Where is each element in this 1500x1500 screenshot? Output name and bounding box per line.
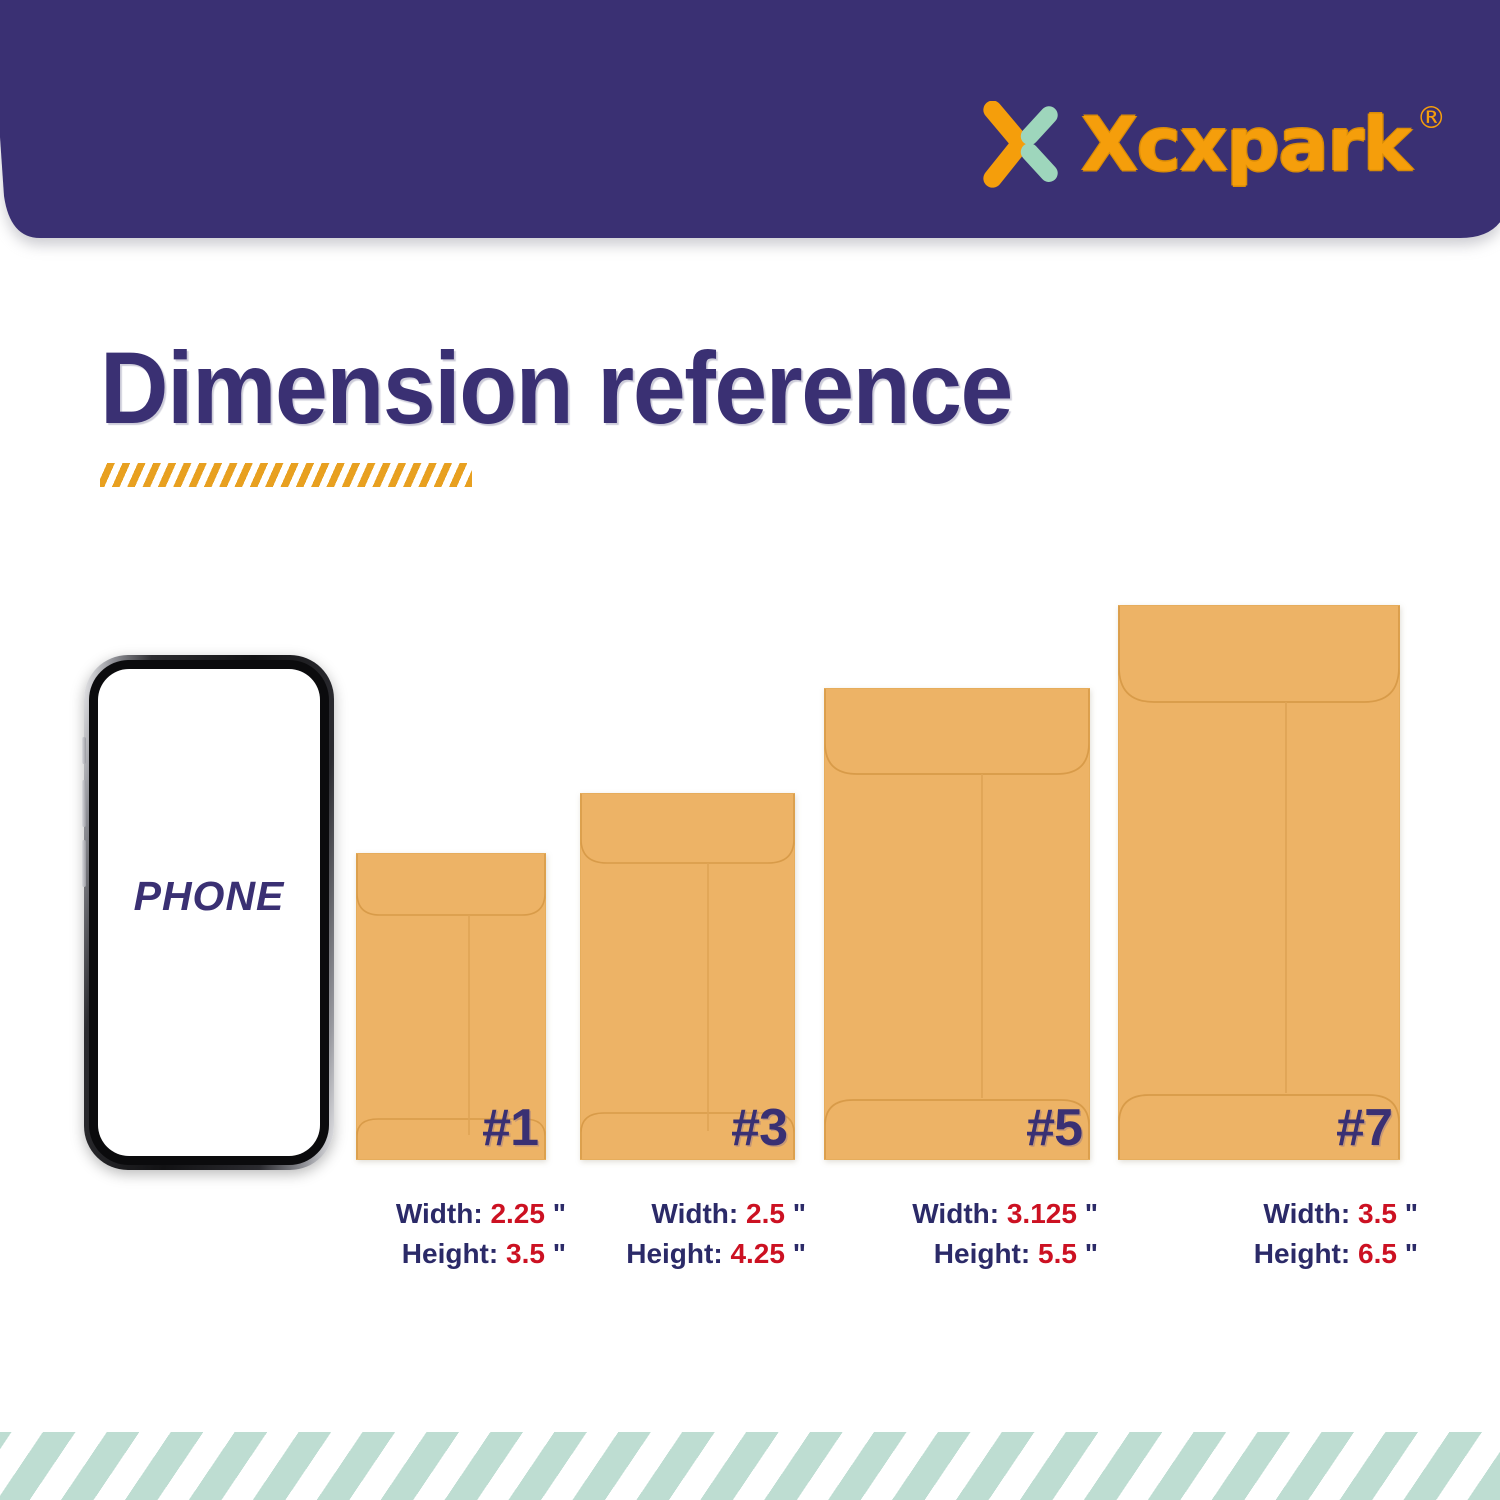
phone-volume-up-button [82, 780, 86, 827]
header-banner [0, 0, 1500, 242]
footer-stripe-band [0, 1432, 1500, 1500]
height-label: Height: [401, 1237, 499, 1269]
phone-volume-down-button [82, 840, 86, 887]
width-unit: " [792, 1198, 806, 1229]
width-row: Width: 2.5 " [568, 1194, 806, 1234]
dimension-caption-3: Width: 2.5 " Height: 4.25 " [568, 1194, 806, 1274]
width-unit: " [1084, 1198, 1098, 1229]
height-label: Height: [626, 1237, 723, 1269]
width-unit: " [552, 1198, 566, 1229]
registered-trademark-icon: ® [1416, 101, 1446, 136]
height-unit: " [552, 1237, 566, 1269]
height-value: 4.25 [730, 1237, 785, 1269]
brand-wordmark: Xcxpark ® [1081, 104, 1446, 183]
envelope-number-label: #7 [1336, 1099, 1393, 1157]
phone-screen: PHONE [98, 669, 320, 1156]
envelope-number-label: #1 [482, 1099, 539, 1157]
envelope-5: #5 [824, 688, 1090, 1160]
phone-mute-switch [82, 737, 86, 764]
envelope-number-label: #3 [731, 1099, 788, 1157]
envelope-1: #1 [356, 853, 546, 1160]
height-label: Height: [933, 1237, 1031, 1269]
brand-logo: Xcxpark ® [975, 90, 1446, 200]
page-title: Dimension reference [100, 331, 1013, 445]
envelope-3: #3 [580, 793, 795, 1160]
width-row: Width: 3.125 " [840, 1194, 1098, 1234]
height-value: 3.5 [506, 1237, 545, 1269]
xcxpark-x-logo-icon [983, 101, 1058, 188]
envelope-7: #7 [1118, 605, 1400, 1160]
height-value: 5.5 [1038, 1237, 1077, 1269]
width-row: Width: 3.5 " [1190, 1194, 1418, 1234]
width-value: 2.5 [746, 1198, 785, 1229]
envelope-number-label: #5 [1026, 1099, 1083, 1157]
width-label: Width: [912, 1198, 1000, 1229]
height-row: Height: 4.25 " [568, 1234, 806, 1274]
dimension-caption-1: Width: 2.25 " Height: 3.5 " [330, 1194, 566, 1274]
comparison-stage: PHONE #1 #3 #5 [0, 560, 1500, 1320]
width-label: Width: [651, 1198, 739, 1229]
width-label: Width: [1263, 1198, 1351, 1229]
title-underline-stripes [100, 463, 472, 487]
width-value: 2.25 [490, 1198, 545, 1229]
width-value: 3.125 [1006, 1198, 1077, 1229]
height-unit: " [1404, 1237, 1418, 1269]
width-value: 3.5 [1358, 1198, 1397, 1229]
height-row: Height: 5.5 " [840, 1234, 1098, 1274]
phone-reference: PHONE [82, 655, 334, 1170]
height-unit: " [792, 1237, 806, 1269]
phone-screen-label: PHONE [133, 873, 285, 919]
height-unit: " [1084, 1237, 1098, 1269]
width-unit: " [1404, 1198, 1418, 1229]
dimension-caption-5: Width: 3.125 " Height: 5.5 " [840, 1194, 1098, 1274]
width-row: Width: 2.25 " [330, 1194, 566, 1234]
brand-wordmark-text: Xcxpark [1081, 102, 1412, 188]
dimension-caption-7: Width: 3.5 " Height: 6.5 " [1190, 1194, 1418, 1274]
height-row: Height: 3.5 " [330, 1234, 566, 1274]
height-value: 6.5 [1358, 1237, 1397, 1269]
width-label: Width: [395, 1198, 483, 1229]
height-label: Height: [1253, 1237, 1351, 1269]
height-row: Height: 6.5 " [1190, 1234, 1418, 1274]
